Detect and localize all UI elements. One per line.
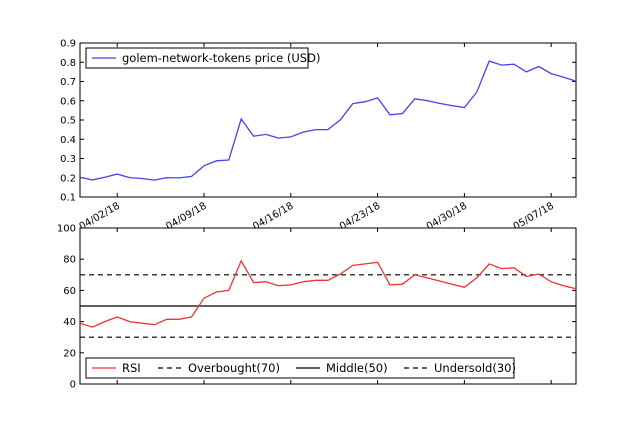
legend-box	[85, 47, 309, 69]
legend: golem-network-tokens price (USD)	[85, 47, 320, 69]
plot-frame	[79, 42, 577, 198]
legend-label: golem-network-tokens price (USD)	[122, 51, 320, 65]
y-tick-label: 0.6	[60, 96, 76, 107]
y-tick-label: 40	[63, 317, 76, 328]
y-tick-label: 80	[63, 255, 76, 266]
y-tick-label: 0.4	[60, 135, 76, 146]
y-tick-label: 0.3	[60, 154, 76, 165]
rsi-chart-panel: 0 20 40 60 80 100 RSI Overbought(70) Middle(50) U…	[57, 224, 577, 391]
legend-label: Overbought(70)	[188, 361, 280, 375]
y-tick-label: 0.2	[60, 173, 76, 184]
legend: RSI Overbought(70) Middle(50) Undersold(30)	[85, 357, 516, 379]
y-tick-label: 0.7	[60, 77, 76, 88]
price-chart-panel: 0.10.20.30.40.50.60.70.80.904/02/18 04/09…	[60, 39, 577, 233]
y-tick-label: 0.1	[60, 193, 76, 204]
legend-label: RSI	[122, 361, 141, 375]
legend-label: Middle(50)	[326, 361, 388, 375]
legend-label: Undersold(30)	[434, 361, 516, 375]
rsi-series-line	[79, 259, 577, 328]
y-tick-label: 0	[70, 380, 76, 391]
y-tick-label: 60	[63, 286, 76, 297]
y-tick-label: 20	[63, 348, 76, 359]
y-tick-label: 0.9	[60, 39, 76, 50]
y-tick-label: 0.5	[60, 116, 76, 127]
y-tick-label: 0.8	[60, 58, 76, 69]
y-tick-label: 100	[57, 224, 76, 235]
price-series-line	[79, 60, 577, 181]
